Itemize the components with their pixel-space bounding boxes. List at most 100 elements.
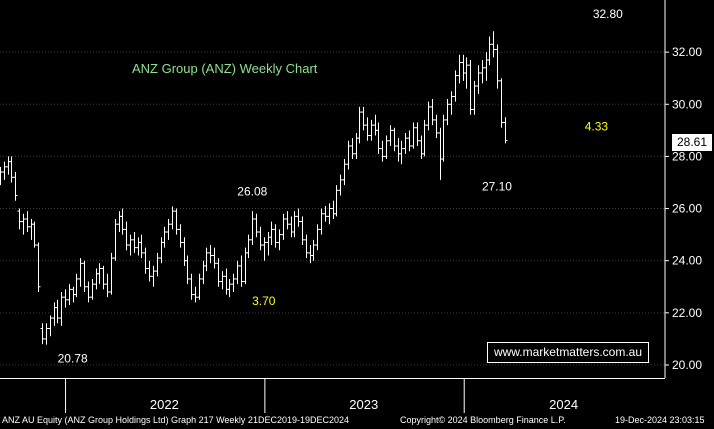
ohlc-bar [220, 271, 225, 290]
ohlc-bar [6, 156, 11, 175]
ohlc-bar [170, 206, 175, 230]
annotation-label: 27.10 [482, 179, 512, 193]
ohlc-bar [292, 211, 297, 238]
ohlc-bar [17, 208, 22, 230]
ohlc-bar [132, 232, 137, 253]
ohlc-bar [216, 258, 221, 287]
ohlc-bar [21, 213, 26, 235]
ohlc-bar [32, 221, 37, 248]
ohlc-bar [300, 216, 305, 246]
ohlc-bar [124, 221, 129, 251]
footer-copyright: Copyright© 2024 Bloomberg Finance L.P. [400, 415, 566, 425]
ohlc-bar [373, 114, 378, 136]
ohlc-bar [365, 117, 370, 141]
ohlc-bar [449, 91, 454, 115]
ohlc-bar [44, 323, 49, 345]
ohlc-bar [82, 260, 87, 292]
ohlc-bar [266, 232, 271, 256]
ohlc-bar [97, 263, 102, 285]
ohlc-bar [277, 229, 282, 251]
ohlc-bar [197, 273, 202, 300]
ohlc-bar [159, 237, 164, 264]
ohlc-bar [40, 323, 45, 345]
year-label-2023: 2023 [349, 397, 378, 412]
ohlc-bar [327, 203, 332, 225]
ohlc-bar [155, 252, 160, 277]
ohlc-bar [503, 117, 508, 144]
ohlc-bar [491, 31, 496, 58]
ohlc-bar [357, 106, 362, 144]
ohlc-bar [468, 59, 473, 115]
ohlc-bar [376, 122, 381, 154]
ohlc-bar [430, 99, 435, 126]
ohlc-bar [281, 213, 286, 240]
y-tick-label: 22.00 [672, 306, 702, 320]
ohlc-bar [13, 172, 18, 201]
ohlc-bar [193, 286, 198, 303]
ohlc-bar [86, 281, 91, 303]
ohlc-bar [25, 211, 30, 233]
ohlc-bar [361, 106, 366, 131]
ohlc-bar [331, 200, 336, 219]
ohlc-bar [388, 125, 393, 146]
ohlc-bar [273, 224, 278, 248]
annotation-label: 3.70 [252, 294, 276, 308]
annotation-label: 20.78 [58, 351, 88, 365]
ohlc-bar [128, 234, 133, 256]
ohlc-bar [311, 239, 316, 261]
ohlc-bar [52, 302, 57, 326]
chart-title: ANZ Group (ANZ) Weekly Chart [132, 61, 318, 76]
ohlc-bars [0, 31, 508, 345]
watermark-link[interactable]: www.marketmatters.com.au [487, 342, 649, 363]
ohlc-bar [246, 234, 251, 259]
ohlc-bar [227, 278, 232, 298]
ohlc-bar [2, 161, 7, 180]
ohlc-bar [208, 245, 213, 264]
ohlc-bar [296, 208, 301, 227]
ohlc-bar [453, 70, 458, 102]
ohlc-bar [139, 234, 144, 259]
ohlc-bar [224, 268, 229, 295]
ohlc-bar [250, 211, 255, 246]
ohlc-bar [212, 247, 217, 269]
ohlc-bar [476, 65, 481, 94]
ohlc-bar [120, 208, 125, 235]
ohlc-bar [480, 59, 485, 84]
ohlc-bar [74, 273, 79, 298]
ohlc-bar [59, 291, 64, 326]
ohlc-bar [422, 119, 427, 157]
ohlc-bar [109, 252, 114, 295]
ohlc-bar [403, 132, 408, 154]
ohlc-bar [231, 273, 236, 292]
footer-bar: ANZ AU Equity (ANZ Group Holdings Ltd) G… [0, 413, 714, 429]
x-axis: 2022 2023 2024 [0, 378, 665, 413]
ohlc-bar [262, 237, 267, 261]
ohlc-bar [484, 52, 489, 81]
ohlc-bar [441, 114, 446, 162]
ohlc-bar [178, 224, 183, 248]
last-price-label: 28.61 [672, 134, 712, 151]
ohlc-bar [166, 218, 171, 240]
ohlc-bar [445, 99, 450, 126]
ohlc-bar [342, 159, 347, 186]
ohlc-bar [495, 44, 500, 89]
ohlc-bar [472, 80, 477, 115]
ohlc-bar [67, 284, 72, 306]
ohlc-bar [162, 226, 167, 248]
ohlc-bar [419, 135, 424, 160]
y-tick-label: 32.00 [672, 45, 702, 59]
ohlc-bar [201, 260, 206, 285]
ohlc-bar [304, 234, 309, 259]
ohlc-bar [426, 101, 431, 131]
ohlc-bar [411, 122, 416, 149]
ohlc-bar [117, 211, 122, 233]
ohlc-bar [269, 221, 274, 246]
ohlc-bar [350, 138, 355, 160]
ohlc-bar [289, 216, 294, 238]
y-tick-label: 26.00 [672, 202, 702, 216]
footer-timestamp: 19-Dec-2024 23:03:15 [615, 415, 705, 425]
ohlc-bar [136, 237, 141, 256]
y-tick-label: 24.00 [672, 254, 702, 268]
ohlc-bar [384, 135, 389, 160]
ohlc-bar [457, 54, 462, 84]
